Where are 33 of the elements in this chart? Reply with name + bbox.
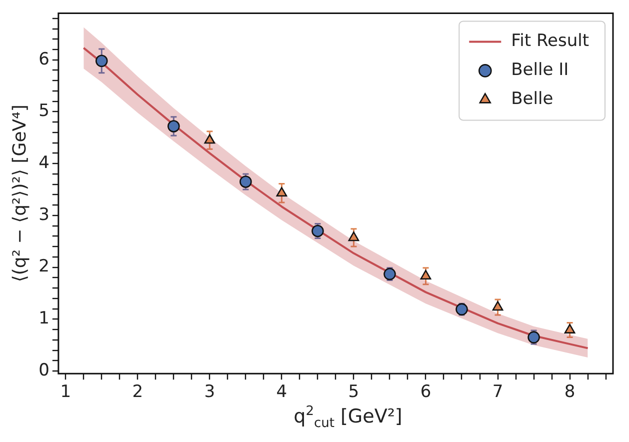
point [204, 134, 216, 144]
point [168, 120, 180, 132]
y-tick-label: 4 [38, 153, 50, 174]
x-tick-label: 8 [564, 382, 576, 402]
y-tick-label: 5 [38, 101, 50, 122]
y-tick-label: 2 [38, 256, 50, 277]
x-axis-title: q$^{2}$$_{cut}$ [GeV²] [292, 404, 404, 432]
y-tick-label: 3 [38, 204, 50, 225]
legend-label: Belle II [511, 60, 569, 80]
point [312, 224, 324, 238]
x-tick-label: 3 [204, 382, 216, 402]
x-tick-label: 2 [132, 382, 144, 402]
point [240, 176, 252, 188]
x-tick-label: 4 [276, 382, 288, 402]
x-tick-label: 7 [492, 382, 504, 402]
point [348, 232, 360, 242]
point [528, 331, 540, 344]
point [95, 54, 108, 68]
y-tick-label: 6 [38, 49, 50, 70]
y-axis-title: ⟨(q² − ⟨q²⟩)²⟩ [GeV⁴] [9, 104, 30, 282]
point [564, 324, 576, 334]
point [492, 301, 504, 311]
x-tick-label: 5 [348, 382, 360, 402]
point [420, 270, 432, 280]
x-tick-label: 6 [420, 382, 432, 402]
x-tick-label: 1 [60, 382, 72, 402]
legend-label: Fit Result [511, 31, 590, 52]
y-tick-label: 1 [38, 308, 50, 329]
legend-label: Belle [511, 89, 554, 110]
y-tick-label: 0 [38, 360, 50, 380]
point [276, 186, 288, 197]
point [456, 303, 468, 316]
point [384, 268, 396, 280]
